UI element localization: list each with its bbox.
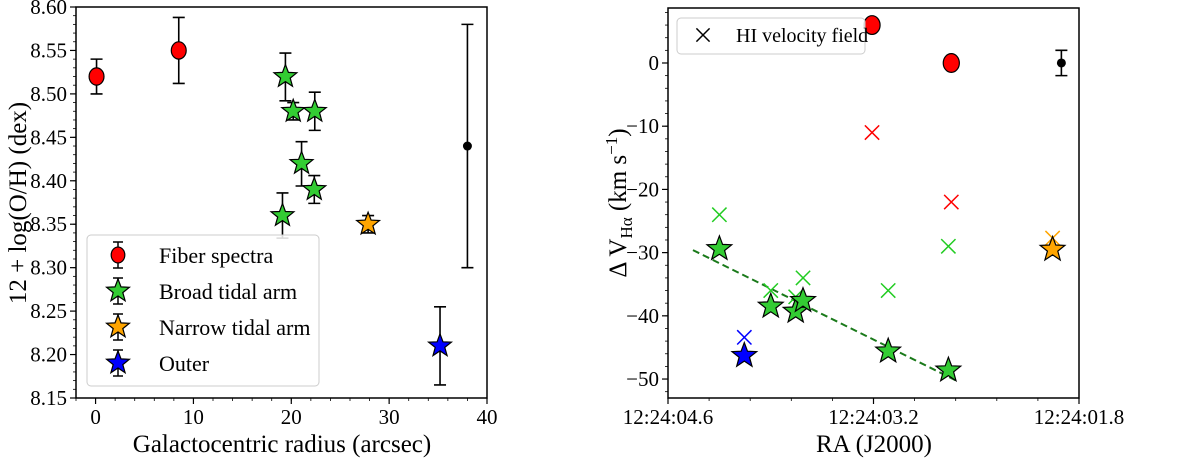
x-tick-label: 12:24:04.6 <box>623 405 713 429</box>
legend-box <box>86 234 320 387</box>
x-tick-label: 20 <box>281 405 302 429</box>
circle-marker <box>110 246 126 264</box>
legend-label: Fiber spectra <box>159 243 273 268</box>
fit-line <box>692 249 957 382</box>
velocity-panel: −50 −40 −30 −20 −10 0 12:24:04.6 12:24:03.2 12:2… <box>623 7 1124 429</box>
y-tick-label: 8.35 <box>30 212 67 236</box>
star-marker <box>104 349 132 375</box>
star-marker <box>272 62 299 88</box>
y-tick-label: −10 <box>626 114 659 138</box>
x-tick-label: 40 <box>477 405 498 429</box>
circle-marker <box>88 67 105 86</box>
plot-frame <box>75 6 488 399</box>
x-marker <box>880 282 896 299</box>
y-tick-label: 8.30 <box>30 256 67 280</box>
star-marker <box>874 336 903 364</box>
ylabel-sup: −1 <box>602 137 621 155</box>
left-x-axis-label: Galactocentric radius (arcsec) <box>133 431 431 458</box>
x-marker <box>940 238 957 254</box>
star-marker <box>756 291 785 319</box>
star-marker <box>104 277 132 303</box>
star-marker <box>288 149 315 175</box>
legend-label: Narrow tidal arm <box>159 315 311 340</box>
x-marker <box>695 27 711 43</box>
legend-label: HI velocity field <box>736 25 868 47</box>
x-marker <box>943 194 959 210</box>
y-tick-label: 8.15 <box>30 386 67 410</box>
star-marker <box>301 175 328 201</box>
star-marker <box>355 210 382 236</box>
y-tick-label: 8.55 <box>30 38 67 62</box>
y-tick-label: −30 <box>626 241 659 265</box>
star-marker <box>730 340 759 368</box>
x-tick-label: 30 <box>379 405 400 429</box>
x-marker <box>736 329 753 345</box>
y-tick-label: 8.40 <box>30 169 67 193</box>
right-y-axis-label: Δ VHα (km s−1) <box>602 128 636 277</box>
circle-marker <box>170 41 187 60</box>
x-tick-label: 10 <box>183 405 204 429</box>
x-marker <box>763 282 779 299</box>
legend-label: Outer <box>159 351 210 376</box>
x-marker <box>864 124 880 141</box>
y-tick-label: 8.50 <box>30 82 67 106</box>
ylabel-unit: (km s <box>605 155 632 218</box>
star-marker <box>280 97 307 123</box>
star-marker <box>1038 234 1067 262</box>
x-marker <box>795 270 811 286</box>
ylabel-sub: Hα <box>617 217 636 238</box>
legend-label: Broad tidal arm <box>159 279 297 304</box>
star-marker <box>104 313 132 339</box>
y-tick-label: −50 <box>626 367 659 391</box>
y-tick-label: −20 <box>626 177 659 201</box>
x-tick-label: 12:24:01.8 <box>1034 405 1124 429</box>
right-x-axis-label: RA (J2000) <box>816 431 932 458</box>
ylabel-main: Δ V <box>605 239 632 278</box>
star-marker <box>269 201 296 227</box>
left-y-axis-label: 12 + log(O/H) (dex) <box>5 102 32 304</box>
dot-marker <box>462 141 472 151</box>
ylabel-close: ) <box>605 128 632 136</box>
y-tick-label: 8.20 <box>30 343 67 367</box>
metallicity-panel: 8.15 8.20 8.25 8.30 8.35 8.40 8.45 8.50 8.55 8.60… <box>30 0 497 429</box>
y-tick-label: 8.45 <box>30 125 67 149</box>
y-tick-label: 0 <box>649 51 660 75</box>
star-marker <box>301 97 328 123</box>
x-tick-label: 0 <box>90 405 101 429</box>
star-marker <box>426 332 454 357</box>
star-marker <box>934 355 963 383</box>
y-tick-label: −40 <box>626 304 659 328</box>
y-tick-label: 8.60 <box>30 0 67 19</box>
star-marker <box>789 286 818 313</box>
x-tick-label: 12:24:03.2 <box>828 405 918 429</box>
circle-marker <box>942 53 960 73</box>
legend-box <box>676 17 866 55</box>
dot-marker <box>1056 58 1066 68</box>
star-marker <box>705 234 734 261</box>
y-tick-label: 8.25 <box>30 299 67 323</box>
x-marker <box>711 207 728 223</box>
